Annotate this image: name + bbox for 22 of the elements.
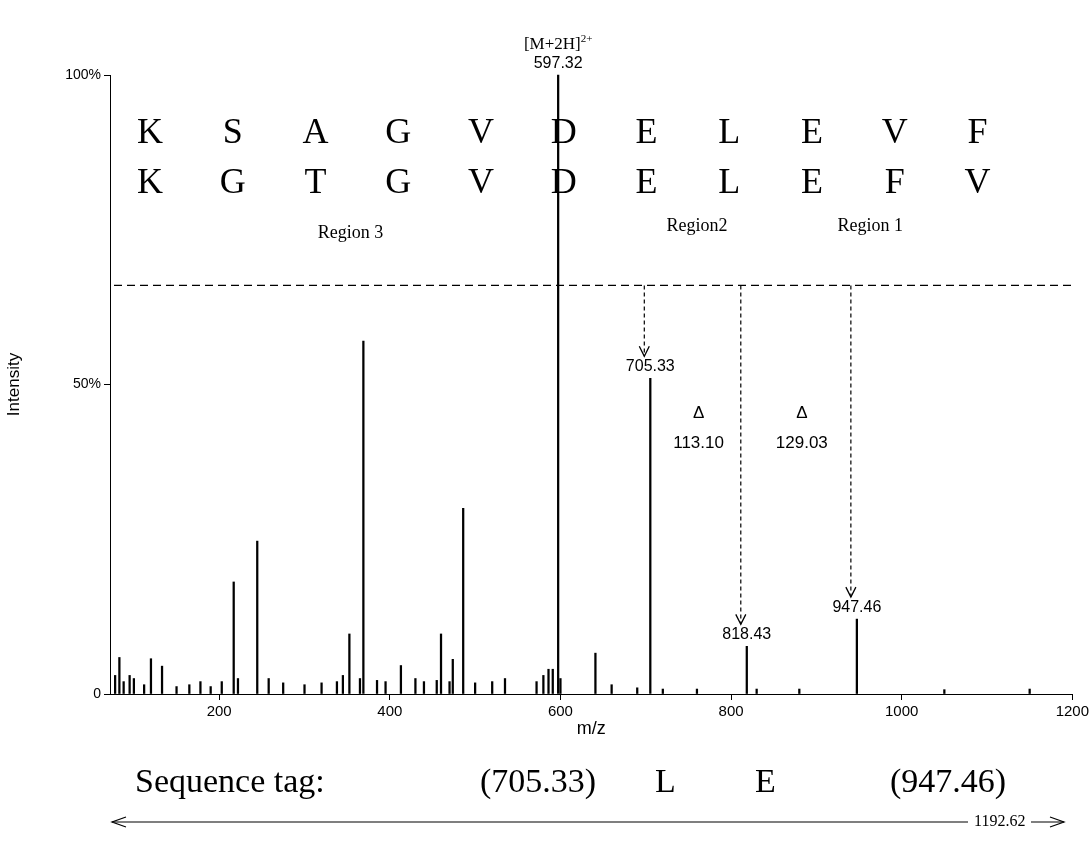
- annotation: Δ 113.10: [673, 402, 724, 452]
- y-axis-title: Intensity: [3, 352, 23, 417]
- annotation: Region 1: [837, 215, 903, 236]
- x-tick-label: 200: [206, 702, 232, 720]
- annotation: 818.43: [722, 625, 772, 643]
- annotation: 705.33: [625, 357, 675, 375]
- x-tick-label: 1200: [1055, 702, 1089, 720]
- x-tick-label: 800: [718, 702, 744, 720]
- annotation: 597.32: [533, 54, 583, 71]
- y-tick-label: 50%: [72, 375, 101, 392]
- y-tick-label: 100%: [65, 65, 101, 82]
- y-tick-label: 0: [93, 684, 102, 701]
- x-axis-title: m/z: [576, 718, 606, 739]
- x-tick-label: 600: [547, 702, 573, 720]
- text: 1192.62: [968, 812, 1032, 830]
- annotation: 947.46: [832, 598, 882, 616]
- annotation: Region2: [666, 215, 728, 236]
- x-tick-label: 1000: [885, 702, 919, 720]
- annotation: Region 3: [317, 221, 384, 242]
- x-tick-label: 400: [377, 702, 403, 720]
- text: Sequence tag: (705.33) L E (947.46): [135, 762, 1007, 799]
- annotation: Δ 129.03: [775, 402, 828, 452]
